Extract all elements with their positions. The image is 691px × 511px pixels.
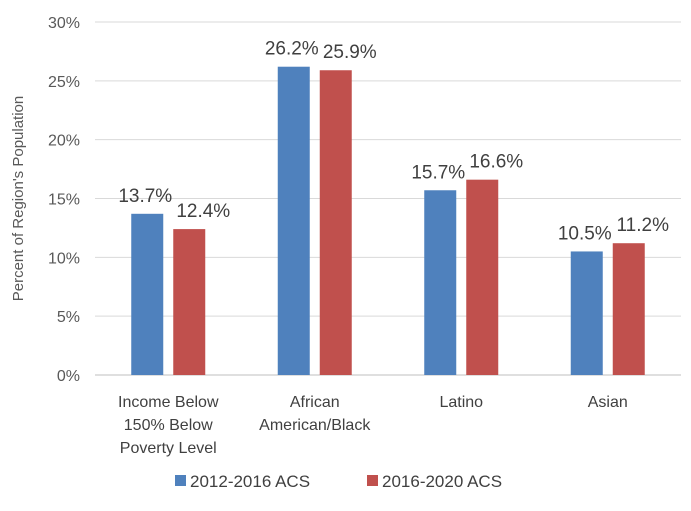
bar (173, 229, 206, 375)
data-label: 16.6% (469, 152, 523, 173)
data-label: 15.7% (411, 162, 465, 183)
data-label: 26.2% (265, 39, 319, 60)
legend-label: 2012-2016 ACS (190, 472, 310, 491)
bar (277, 66, 310, 376)
y-tick-label: 20% (48, 133, 80, 150)
x-tick-label: American/Black (259, 417, 371, 434)
data-label: 12.4% (176, 201, 230, 222)
bar (570, 251, 603, 375)
data-label: 25.9% (323, 42, 377, 63)
data-label: 13.7% (118, 186, 172, 207)
legend-swatch (175, 475, 186, 486)
legend: 2012-2016 ACS 2016-2020 ACS (175, 472, 502, 491)
y-tick-label: 0% (57, 368, 80, 385)
y-tick-label: 15% (48, 192, 80, 209)
data-label: 10.5% (558, 223, 612, 244)
x-tick-label: Income Below (118, 394, 219, 411)
legend-label: 2016-2020 ACS (382, 472, 502, 491)
y-tick-label: 25% (48, 74, 80, 91)
x-tick-label: 150% Below (124, 417, 213, 434)
data-label: 11.2% (617, 215, 670, 236)
y-tick-label: 30% (48, 15, 80, 32)
x-tick-label: Poverty Level (120, 440, 217, 457)
y-tick-label: 10% (48, 250, 80, 267)
x-tick-label: African (290, 394, 340, 411)
axes: 0% 5% 10% 15% 20% 25% 30% Percent of Region's P… (10, 15, 628, 457)
x-tick-label: Asian (588, 394, 628, 411)
y-tick-label: 5% (57, 309, 80, 326)
x-tick-label: Latino (439, 394, 483, 411)
bar (466, 179, 499, 375)
bar (612, 243, 645, 375)
legend-swatch (367, 475, 378, 486)
bar (424, 190, 457, 375)
bar (131, 213, 164, 375)
y-axis-label: Percent of Region's Population (10, 96, 27, 302)
bar (319, 70, 352, 375)
bars (131, 66, 645, 376)
data-labels: 13.7%12.4% 26.2% 25.9% 15.7%16.6% 10.5% 11.2% (118, 39, 669, 245)
